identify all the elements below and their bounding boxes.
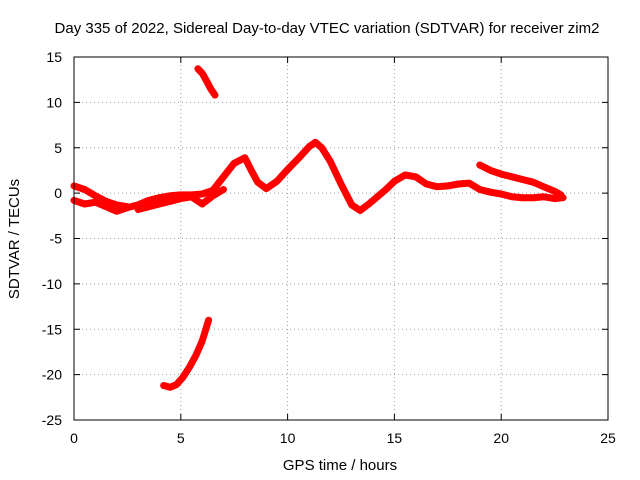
x-tick-label-2: 10 [280, 430, 296, 446]
data-series [70, 65, 567, 391]
x-tick-label-0: 0 [70, 430, 78, 446]
series-line-rising-arc-bottom [160, 316, 213, 391]
y-axis-title: SDTVAR / TECUs [6, 179, 23, 299]
x-axis-title: GPS time / hours [283, 457, 397, 474]
y-tick-label-5: 0 [54, 185, 62, 201]
y-tick-label-2: -15 [42, 321, 62, 337]
series-line-early-upper-track [70, 182, 131, 211]
x-tick-label-5: 25 [600, 430, 616, 446]
y-tick-label-4: -5 [50, 231, 63, 247]
series-line-mid-lower-track [134, 186, 227, 213]
y-tick-label-1: -20 [42, 367, 62, 383]
y-tick-label-3: -10 [42, 276, 62, 292]
grid [74, 57, 608, 420]
x-tick-label-1: 5 [177, 430, 185, 446]
axis-ticks: 0 5 10 15 20 25 -25 -20 -15 -10 -5 0 5 10 15 [42, 49, 616, 446]
chart-title: Day 335 of 2022, Sidereal Day-to-day VTE… [55, 20, 600, 37]
series-line-main-track [70, 138, 567, 215]
y-tick-label-0: -25 [42, 412, 62, 428]
y-tick-label-8: 15 [46, 49, 62, 65]
series-line-descending-arc-top [194, 65, 219, 99]
series-line-late-upper-track [476, 161, 565, 199]
x-tick-label-4: 20 [493, 430, 509, 446]
y-tick-label-6: 5 [54, 140, 62, 156]
x-tick-label-3: 15 [387, 430, 403, 446]
y-tick-label-7: 10 [46, 94, 62, 110]
